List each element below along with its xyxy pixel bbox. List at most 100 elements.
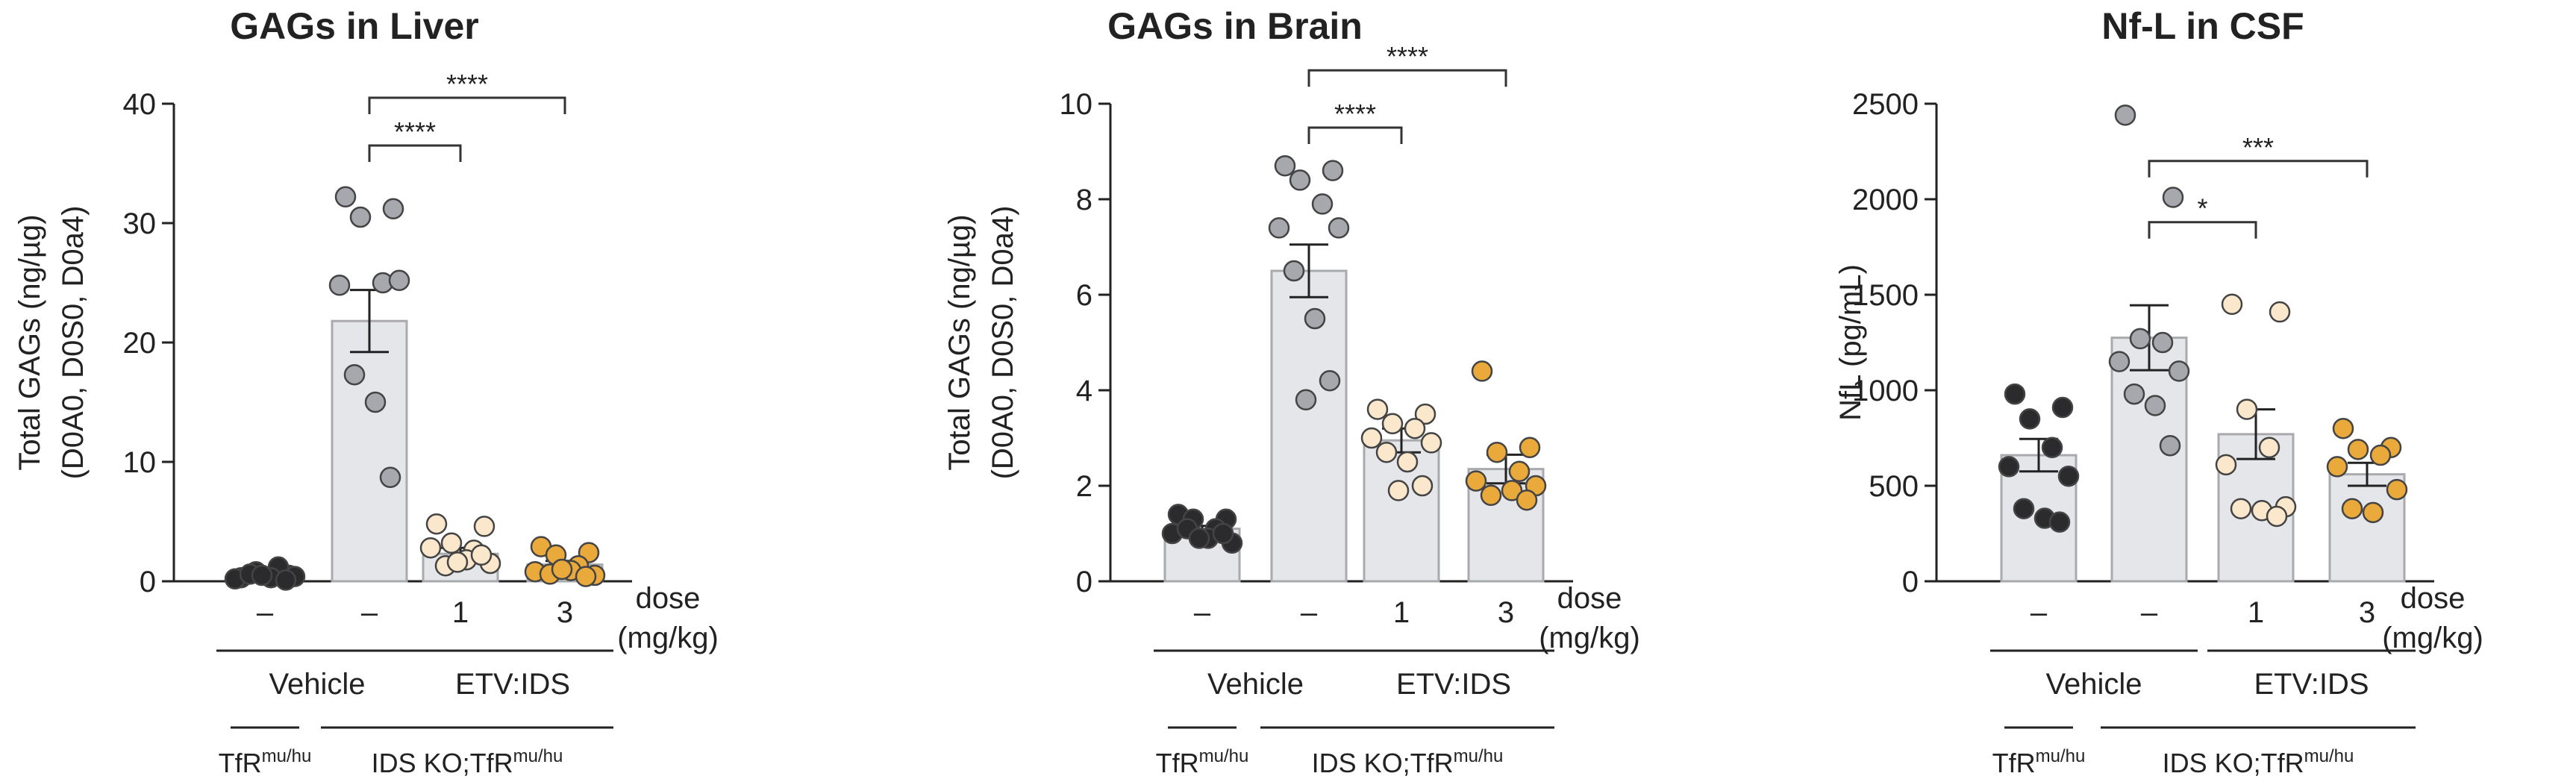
significance-label: *** (2242, 132, 2274, 163)
genotype-label-ko: IDS KO;TfRmu/hu (372, 746, 563, 778)
data-point (2013, 498, 2035, 519)
data-point (2386, 478, 2408, 501)
data-point (1366, 398, 1389, 420)
data-point (1387, 480, 1410, 501)
dose-value: – (2141, 596, 2158, 629)
data-point (2326, 456, 2348, 478)
dose-unit: (mg/kg) (2382, 622, 2483, 654)
data-point (1212, 522, 1234, 545)
data-point (275, 569, 297, 591)
data-point (1328, 217, 1350, 239)
significance-label: **** (1334, 98, 1376, 129)
data-point (1295, 389, 1317, 411)
dose-label: dose (2401, 582, 2466, 615)
data-point (440, 532, 463, 554)
data-point (379, 466, 401, 489)
y-tick-label: 0 (1076, 566, 1092, 598)
data-point (1268, 217, 1290, 239)
data-point (2332, 417, 2354, 440)
data-point (2236, 398, 2258, 420)
chart-title: GAGs in Liver (230, 5, 478, 47)
data-point (1274, 154, 1296, 177)
significance-bracket (1307, 69, 1507, 87)
data-point (2168, 360, 2190, 382)
data-point (2114, 104, 2136, 126)
data-point (1501, 480, 1523, 501)
y-axis-label: Total GAGs (ng/µg) (13, 214, 46, 470)
data-point (1519, 437, 1541, 459)
bar (1363, 439, 1440, 583)
data-point (1283, 260, 1305, 282)
bar (331, 319, 408, 583)
y-tick-label: 500 (1869, 470, 1919, 503)
chart-panel-3: Nf-L in CSF NfL (pg/mL) 0 500 1000 1500 2000 25… (1834, 5, 2483, 778)
data-point (2258, 437, 2280, 459)
y-tick-label: 30 (123, 207, 157, 240)
chart-panel-1: GAGs in Liver Total GAGs (ng/µg) (D0A0, D0… (13, 5, 719, 778)
data-point (2341, 498, 2363, 519)
dose-value: 1 (452, 596, 469, 629)
data-point (1411, 475, 1434, 497)
y-axis-label: NfL (pg/mL) (1834, 264, 1867, 421)
data-point (575, 566, 597, 587)
data-point (328, 274, 351, 296)
data-point (1420, 432, 1442, 454)
genotype-label-wt: TfRmu/hu (1992, 746, 2086, 778)
data-point (251, 564, 273, 586)
dose-value: – (1301, 596, 1318, 629)
genotype-label-ko: IDS KO;TfRmu/hu (2163, 746, 2354, 778)
dose-value: – (2031, 596, 2048, 629)
chart-title: GAGs in Brain (1107, 5, 1363, 47)
data-point (349, 206, 372, 228)
data-point (2041, 437, 2063, 459)
dose-label: dose (636, 582, 701, 615)
data-point (1381, 413, 1404, 435)
data-point (2151, 331, 2174, 354)
data-point (2144, 395, 2166, 416)
significance-bracket (368, 144, 462, 162)
data-point (1311, 193, 1334, 215)
y-tick-label: 2 (1076, 470, 1092, 503)
y-tick-label: 2000 (1852, 184, 1919, 216)
y-tick-label: 4 (1076, 375, 1092, 407)
data-point (2162, 187, 2184, 208)
data-point (2159, 434, 2181, 457)
dose-value: – (1194, 596, 1211, 629)
data-point (1375, 441, 1398, 463)
dose-value: 3 (557, 596, 573, 629)
data-point (1471, 360, 1493, 382)
data-point (2019, 408, 2041, 430)
data-point (1360, 427, 1383, 449)
data-point (1404, 417, 1426, 440)
genotype-label-wt: TfRmu/hu (1156, 746, 1249, 778)
data-point (1998, 456, 2020, 478)
data-point (2048, 511, 2071, 533)
dose-value: – (361, 596, 378, 629)
data-point (2123, 383, 2145, 405)
data-point (1480, 484, 1502, 507)
data-point (2347, 439, 2369, 460)
data-point (2108, 351, 2130, 372)
data-point (1322, 160, 1344, 181)
y-tick-label: 1500 (1852, 279, 1919, 312)
data-point (2269, 301, 2291, 323)
data-point (343, 363, 366, 386)
data-point (473, 516, 495, 537)
genotype-label-ko: IDS KO;TfRmu/hu (1312, 746, 1504, 778)
data-point (551, 558, 573, 581)
treatment-label-vehicle: Vehicle (2046, 668, 2142, 701)
significance-bracket (2148, 160, 2369, 178)
data-point (1188, 528, 1210, 549)
data-point (1465, 470, 1487, 492)
dose-value: – (257, 596, 274, 629)
chart-title: Nf-L in CSF (2101, 5, 2304, 47)
treatment-label-vehicle: Vehicle (1207, 668, 1304, 701)
significance-bracket (368, 96, 566, 114)
data-point (419, 537, 442, 559)
y-tick-label: 2500 (1852, 88, 1919, 121)
treatment-label-etv: ETV:IDS (2254, 668, 2369, 701)
y-axis-label: Total GAGs (ng/µg) (943, 214, 976, 470)
dose-value: 1 (2248, 596, 2264, 629)
data-point (2129, 328, 2151, 350)
data-point (470, 544, 493, 566)
